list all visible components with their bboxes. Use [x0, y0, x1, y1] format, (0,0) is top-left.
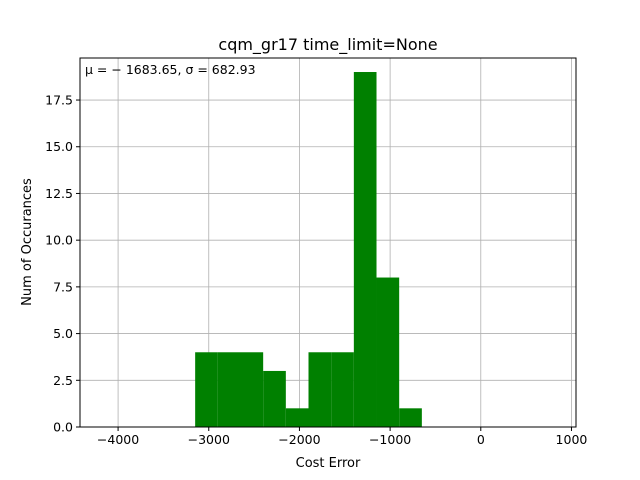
- ticks-layer: −4000 −3000 −2000 −1000 0 1000 0.0 2.5 5.0 7.5 10.…: [45, 93, 587, 447]
- y-tick-label: 10.0: [45, 233, 73, 248]
- histogram-bar: [331, 352, 354, 427]
- x-tick-label: 0: [477, 432, 485, 447]
- x-axis-label: Cost Error: [296, 456, 361, 471]
- x-tick-label: −1000: [369, 432, 411, 447]
- y-tick-label: 5.0: [53, 326, 73, 341]
- x-tick-label: −3000: [188, 432, 230, 447]
- histogram-bar: [308, 352, 332, 427]
- y-tick-label: 12.5: [45, 186, 73, 201]
- plot-frame: [79, 57, 577, 428]
- x-tick-label: −4000: [97, 432, 139, 447]
- y-tick-label: 0.0: [53, 420, 73, 435]
- x-tick-label: −2000: [278, 432, 320, 447]
- chart-title: cqm_gr17 time_limit=None: [218, 35, 437, 55]
- histogram-bar: [240, 352, 264, 427]
- stats-annotation: μ = − 1683.65, σ = 682.93: [85, 62, 256, 77]
- y-tick-label: 2.5: [53, 373, 73, 388]
- y-tick-label: 17.5: [45, 93, 73, 108]
- grid-layer: [80, 58, 576, 428]
- histogram-bar: [263, 370, 286, 427]
- histogram-bar: [399, 408, 422, 427]
- histogram-bar: [217, 352, 241, 427]
- y-tick-label: 15.0: [45, 139, 73, 154]
- histogram-bar: [376, 277, 400, 427]
- y-tick-label: 7.5: [53, 279, 73, 294]
- histogram-bar: [285, 408, 309, 427]
- bars-layer: [195, 72, 422, 427]
- y-axis-label: Num of Occurances: [20, 178, 35, 306]
- histogram-bar: [353, 72, 377, 427]
- histogram-bar: [195, 352, 218, 427]
- x-tick-label: 1000: [556, 432, 588, 447]
